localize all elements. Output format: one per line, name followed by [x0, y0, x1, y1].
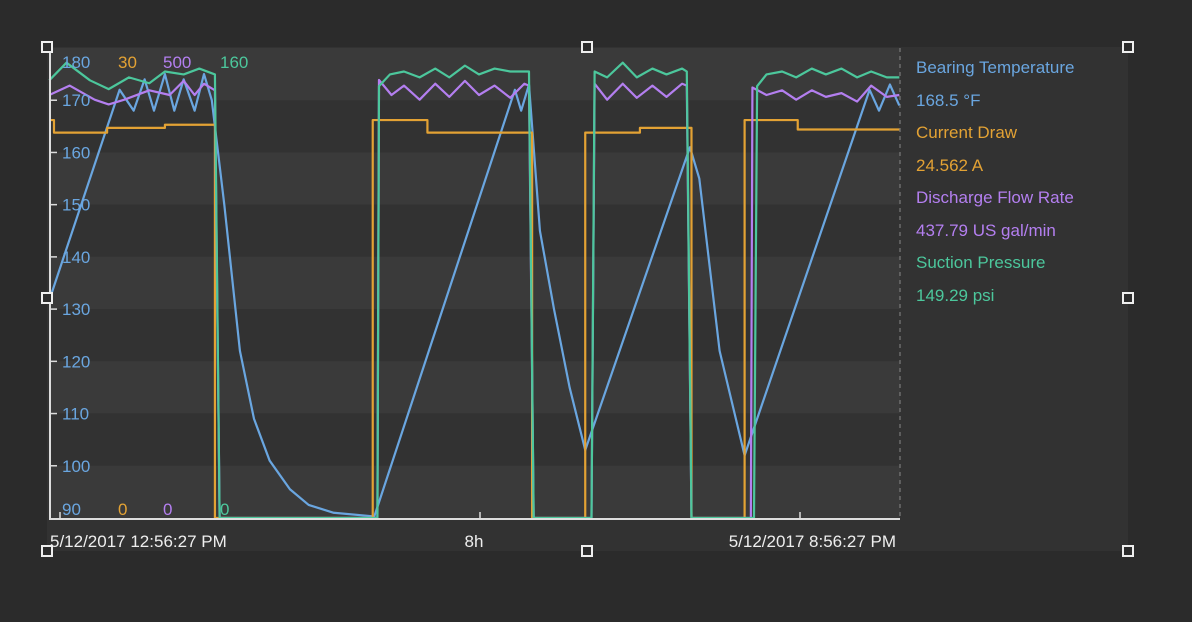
scale-max-label: 160: [220, 53, 248, 72]
y-tick-label: 170: [62, 91, 90, 110]
legend-value-discharge-flow-rate: 437.79 US gal/min: [916, 220, 1056, 240]
y-tick-label: 160: [62, 143, 90, 162]
legend-value-bearing-temperature: 168.5 °F: [916, 90, 981, 110]
scale-max-label: 30: [118, 53, 137, 72]
legend-value-suction-pressure: 149.29 psi: [916, 285, 995, 305]
resize-handle-top-left[interactable]: [41, 41, 53, 53]
scale-min-label: 90: [62, 500, 81, 519]
legend-value-current-draw: 24.562 A: [916, 155, 984, 175]
resize-handle-right[interactable]: [1122, 292, 1134, 304]
x-tick-label: 5/12/2017 12:56:27 PM: [50, 532, 227, 551]
scale-min-label: 0: [220, 500, 229, 519]
grid-band: [50, 256, 900, 309]
resize-handle-top[interactable]: [581, 41, 593, 53]
x-tick-label: 8h: [465, 532, 484, 551]
series-line-bearing-temperature: [48, 73, 901, 518]
grid-band: [50, 465, 900, 518]
scale-max-label: 180: [62, 53, 90, 72]
resize-handle-bottom[interactable]: [581, 545, 593, 557]
y-tick-label: 120: [62, 352, 90, 371]
resize-handle-top-right[interactable]: [1122, 41, 1134, 53]
scale-max-label: 500: [163, 53, 191, 72]
resize-handle-bottom-right[interactable]: [1122, 545, 1134, 557]
y-tick-label: 150: [62, 196, 90, 215]
y-tick-label: 100: [62, 457, 90, 476]
scale-min-label: 0: [118, 500, 127, 519]
y-tick-label: 110: [62, 405, 89, 424]
x-tick-label: 5/12/2017 8:56:27 PM: [729, 532, 896, 551]
legend: Bearing Temperature 168.5 °F Current Dra…: [916, 52, 1074, 312]
legend-name-current-draw: Current Draw: [916, 123, 1018, 142]
legend-name-bearing-temperature: Bearing Temperature: [916, 58, 1075, 77]
legend-name-suction-pressure: Suction Pressure: [916, 253, 1046, 272]
scale-min-label: 0: [163, 500, 172, 519]
y-tick-label: 130: [62, 300, 90, 319]
series-line-discharge-flow-rate: [48, 78, 900, 520]
resize-handle-left[interactable]: [41, 292, 53, 304]
series-line-suction-pressure: [48, 61, 900, 520]
grid-band: [50, 152, 900, 205]
y-tick-label: 140: [62, 248, 90, 267]
grid-band: [50, 361, 900, 414]
resize-handle-bottom-left[interactable]: [41, 545, 53, 557]
legend-name-discharge-flow-rate: Discharge Flow Rate: [916, 188, 1074, 207]
